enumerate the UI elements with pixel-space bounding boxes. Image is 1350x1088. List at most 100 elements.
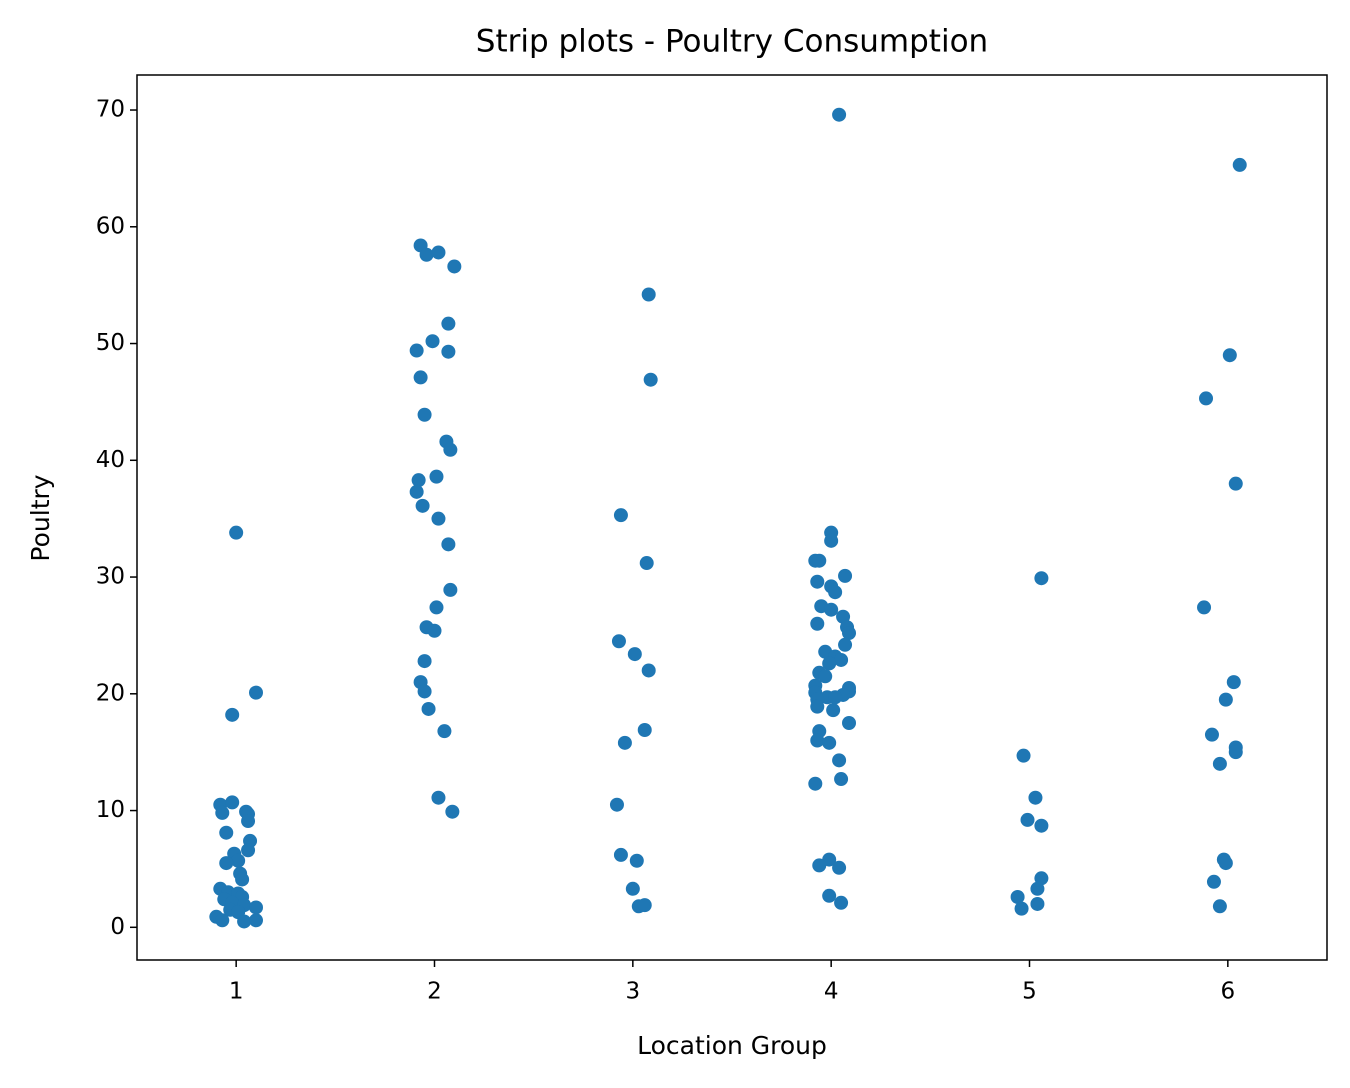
point <box>1228 745 1243 760</box>
point <box>441 316 456 331</box>
y-tick-label: 40 <box>96 447 125 473</box>
point <box>219 856 234 871</box>
chart-title: Strip plots - Poultry Consumption <box>476 24 988 60</box>
point <box>808 776 823 791</box>
y-tick-label: 60 <box>96 213 125 239</box>
point <box>1030 881 1045 896</box>
point <box>824 602 839 617</box>
point <box>429 469 444 484</box>
point <box>810 616 825 631</box>
point <box>810 733 825 748</box>
point <box>1226 675 1241 690</box>
point <box>832 107 847 122</box>
point <box>838 568 853 583</box>
point <box>810 574 825 589</box>
point <box>625 881 640 896</box>
y-tick-label: 10 <box>96 797 125 823</box>
y-tick-label: 70 <box>96 97 125 123</box>
x-tick-label: 3 <box>626 979 641 1005</box>
point <box>1222 348 1237 363</box>
point <box>1212 899 1227 914</box>
x-tick-label: 5 <box>1022 979 1037 1005</box>
point <box>1016 748 1031 763</box>
point <box>836 609 851 624</box>
point <box>1034 818 1049 833</box>
point <box>641 287 656 302</box>
point <box>832 753 847 768</box>
point <box>249 900 263 915</box>
point <box>431 511 446 526</box>
point <box>431 245 446 260</box>
point <box>437 724 452 739</box>
point <box>417 654 432 669</box>
plot-frame <box>136 74 1328 961</box>
point <box>229 525 244 540</box>
point <box>641 663 656 678</box>
point <box>415 498 430 513</box>
point <box>447 259 462 274</box>
point <box>1030 896 1045 911</box>
x-tick-label: 2 <box>427 979 442 1005</box>
point <box>1232 157 1247 172</box>
point <box>611 634 626 649</box>
point <box>1197 600 1212 615</box>
point <box>1034 571 1049 586</box>
point <box>1020 812 1035 827</box>
point <box>1034 871 1049 886</box>
point <box>824 533 839 548</box>
y-tick-label: 50 <box>96 330 125 356</box>
point <box>249 685 263 700</box>
point <box>409 343 424 358</box>
point <box>235 872 250 887</box>
point <box>834 652 849 667</box>
point <box>1014 901 1029 916</box>
point <box>443 582 458 597</box>
point <box>812 858 827 873</box>
point <box>231 853 246 868</box>
point <box>637 722 652 737</box>
point <box>822 735 837 750</box>
point <box>445 804 460 819</box>
x-tick-label: 1 <box>229 979 244 1005</box>
point <box>639 556 654 571</box>
y-tick-label: 0 <box>110 914 125 940</box>
point <box>629 853 644 868</box>
point <box>826 703 841 718</box>
point <box>822 656 837 671</box>
point <box>425 334 440 349</box>
point <box>609 797 624 812</box>
point <box>417 407 432 422</box>
point <box>427 623 442 638</box>
point <box>413 370 428 385</box>
point <box>842 626 857 641</box>
point <box>419 247 434 262</box>
point <box>441 537 456 552</box>
y-axis-label: Poultry <box>26 474 55 561</box>
point <box>1010 889 1025 904</box>
point <box>812 553 827 568</box>
point <box>834 772 849 787</box>
point <box>1206 874 1221 889</box>
x-axis-label: Location Group <box>637 1031 827 1060</box>
point <box>1204 727 1219 742</box>
point <box>443 442 458 457</box>
point <box>834 895 849 910</box>
point <box>429 600 444 615</box>
point <box>421 701 436 716</box>
point <box>1212 756 1227 771</box>
point <box>617 735 632 750</box>
point <box>810 699 825 714</box>
point <box>237 914 252 929</box>
point <box>1218 856 1233 871</box>
point <box>828 585 843 600</box>
point <box>842 715 857 730</box>
point <box>822 888 837 903</box>
point <box>215 805 230 820</box>
point <box>225 707 240 722</box>
point <box>637 898 652 913</box>
point <box>1028 790 1043 805</box>
point <box>411 473 426 488</box>
x-tick-label: 4 <box>824 979 839 1005</box>
point <box>832 860 847 875</box>
